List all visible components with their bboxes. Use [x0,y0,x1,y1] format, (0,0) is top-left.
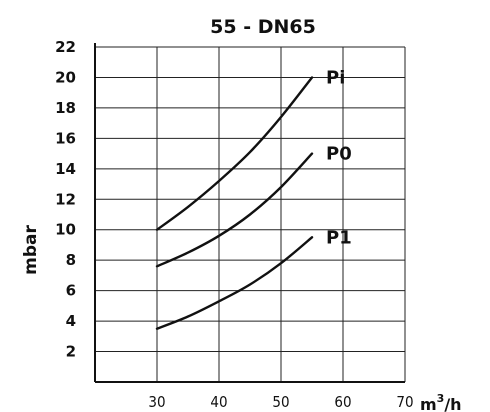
y-tick-label: 2 [66,343,76,361]
y-tick-label: 12 [55,190,76,208]
x-tick-label: 30 [148,393,165,411]
x-tick-label: 60 [334,393,351,411]
y-tick-label: 18 [55,99,76,117]
series-label-p0: P0 [326,144,352,165]
grid [95,46,406,382]
y-axis-label: mbar [21,225,41,275]
x-axis-label: m3/h [420,392,462,412]
x-tick-label: 50 [272,393,289,411]
x-axis-label-sup: 3 [437,392,445,405]
series-curve-pi [155,76,314,231]
series-curve-p0 [155,152,314,268]
x-tick-label: 40 [210,393,227,411]
series-label-pi: Pi [326,67,345,88]
series-curve-p1 [155,236,314,330]
series-curves [155,76,314,330]
series-label-p1: P1 [326,227,352,248]
x-axis-label-rest: /h [444,395,461,412]
axes [94,43,405,383]
y-tick-label: 22 [55,38,76,56]
y-tick-label: 4 [66,312,76,330]
chart-text: 55 - DN65 mbar m3/h 2 4 6 8 10 12 14 16 18 20 22 30… [21,16,462,412]
y-tick-label: 10 [55,221,76,239]
x-tick-label: 70 [396,393,413,411]
chart-title: 55 - DN65 [210,16,316,38]
y-tick-label: 14 [55,160,76,178]
y-tick-label: 20 [55,68,76,86]
y-tick-label: 8 [66,251,76,269]
y-tick-label: 16 [55,129,76,147]
x-axis-label-base: m [420,395,437,412]
y-tick-label: 6 [66,282,76,300]
